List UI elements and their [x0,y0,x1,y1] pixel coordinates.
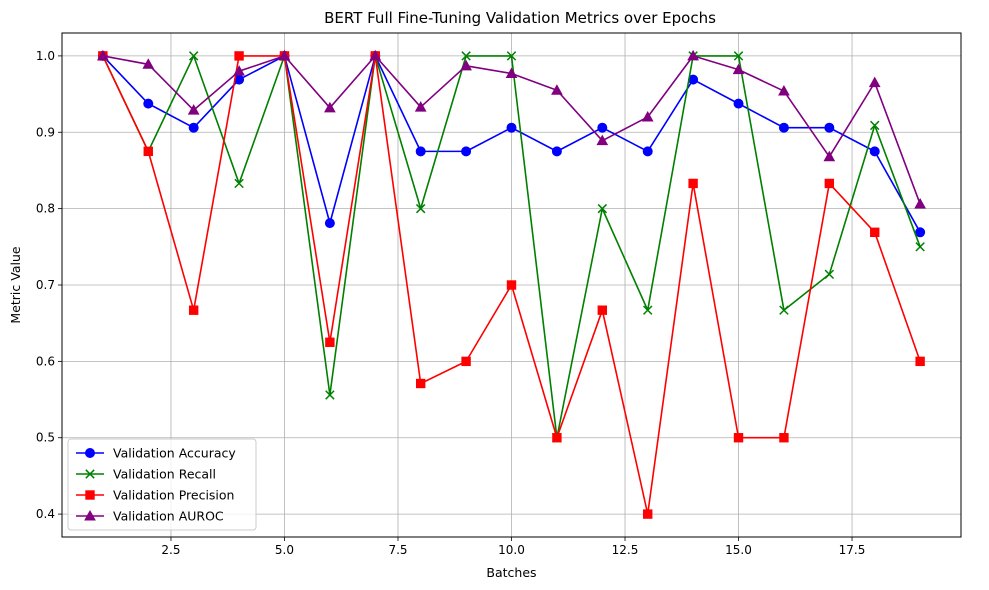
data-point [824,269,835,280]
data-point [324,218,335,229]
data-point [824,122,835,133]
data-point [415,203,426,214]
data-point [824,178,835,189]
legend-label: Validation Recall [113,467,216,482]
data-point [778,85,790,96]
data-point [278,49,291,61]
data-point [234,178,244,189]
y-tick-label: 0.9 [36,125,55,139]
data-point [234,51,244,61]
legend-label: Validation Accuracy [113,446,236,461]
data-point [687,49,699,61]
data-point [642,305,653,315]
legend-marker [85,469,95,479]
legend-item: Validation Precision [76,488,234,503]
data-point [641,110,654,122]
data-point [643,509,653,519]
data-point [914,198,926,209]
data-point [415,146,426,157]
legend-marker [85,448,95,458]
data-point [596,134,609,146]
data-point [915,242,925,252]
data-point [369,49,382,61]
data-point [732,63,745,75]
data-point [870,120,880,131]
data-point [551,84,563,95]
data-point [733,51,744,61]
data-point [506,122,517,133]
data-point [188,51,199,61]
data-point [188,305,199,315]
legend-item: Validation Accuracy [76,446,236,461]
data-point [188,122,199,133]
data-point [233,65,245,76]
legend-marker [85,490,95,500]
legend-item: Validation AUROC [76,509,224,524]
data-point [688,178,698,189]
legend-label: Validation AUROC [113,509,224,524]
series-validation-auroc [97,49,926,209]
x-axis-label: Batches [486,565,536,580]
data-point [187,104,200,115]
y-tick-label: 0.7 [36,278,55,292]
data-point [414,101,427,112]
data-point [779,305,789,315]
data-point [143,98,154,109]
y-tick-label: 0.6 [36,354,55,368]
y-tick-label: 0.8 [36,202,55,216]
data-point [552,433,562,443]
x-tick-label: 10.0 [498,543,525,557]
data-point [823,150,836,162]
data-point [460,59,472,71]
data-point [915,356,925,367]
chart-title: BERT Full Fine-Tuning Validation Metrics… [324,9,716,27]
data-point [597,122,608,133]
y-tick-label: 0.5 [36,431,55,445]
legend-item: Validation Recall [76,467,216,482]
x-tick-label: 12.5 [612,543,639,557]
x-tick-label: 17.5 [839,543,866,557]
data-point [597,305,608,315]
data-point [461,356,471,367]
legend-label: Validation Precision [113,488,234,503]
data-point [142,58,155,69]
data-point [915,227,926,238]
y-tick-label: 1.0 [36,49,55,63]
data-point [325,390,335,400]
data-point [869,146,880,157]
ticks: 2.5 5.0 7.5 10.0 12.5 15.0 17.5 0.4 0.5 0.6 0.7 0.8… [36,49,865,557]
x-tick-label: 5.0 [275,543,294,557]
y-axis-label: Metric Value [8,246,23,323]
data-point [324,101,336,113]
legend-box [67,438,257,531]
data-point [325,337,335,347]
data-point [415,378,426,389]
data-point [778,122,789,133]
data-point [506,51,517,61]
data-point [779,433,789,443]
data-point [97,49,109,61]
legend: Validation Accuracy Validation Recall Vali… [67,438,257,531]
data-point [506,280,517,290]
series-layer [97,49,926,519]
data-point [505,67,518,78]
data-point [868,76,881,88]
data-point [461,146,472,157]
data-point [143,146,153,157]
data-point [597,203,608,214]
y-tick-label: 0.4 [36,507,55,521]
x-tick-label: 7.5 [388,543,407,557]
data-point [733,98,744,109]
data-point [870,227,880,238]
legend-marker [84,509,96,521]
x-tick-label: 15.0 [725,543,752,557]
data-point [551,146,562,157]
data-point [733,433,744,443]
x-tick-label: 2.5 [161,543,180,557]
data-point [642,146,653,157]
data-point [461,51,471,61]
